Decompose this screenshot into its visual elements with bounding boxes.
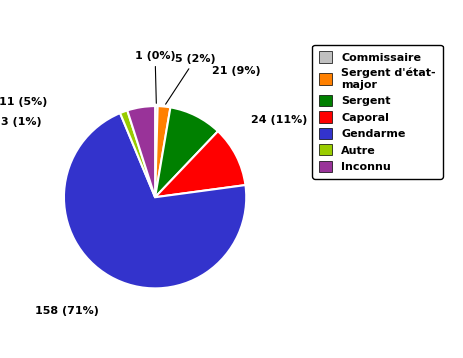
Wedge shape — [120, 110, 155, 197]
Text: 11 (5%): 11 (5%) — [0, 97, 48, 107]
Text: 1 (0%): 1 (0%) — [135, 51, 175, 103]
Legend: Commissaire, Sergent d'état-
major, Sergent, Caporal, Gendarme, Autre, Inconnu: Commissaire, Sergent d'état- major, Serg… — [313, 44, 443, 179]
Wedge shape — [64, 113, 246, 289]
Wedge shape — [127, 106, 155, 197]
Text: 5 (2%): 5 (2%) — [166, 54, 216, 104]
Wedge shape — [155, 106, 158, 197]
Wedge shape — [155, 131, 245, 197]
Wedge shape — [155, 107, 218, 197]
Text: 3 (1%): 3 (1%) — [0, 117, 41, 127]
Wedge shape — [155, 106, 170, 197]
Text: 21 (9%): 21 (9%) — [212, 67, 260, 77]
Text: 24 (11%): 24 (11%) — [251, 115, 307, 125]
Text: 158 (71%): 158 (71%) — [35, 306, 99, 316]
